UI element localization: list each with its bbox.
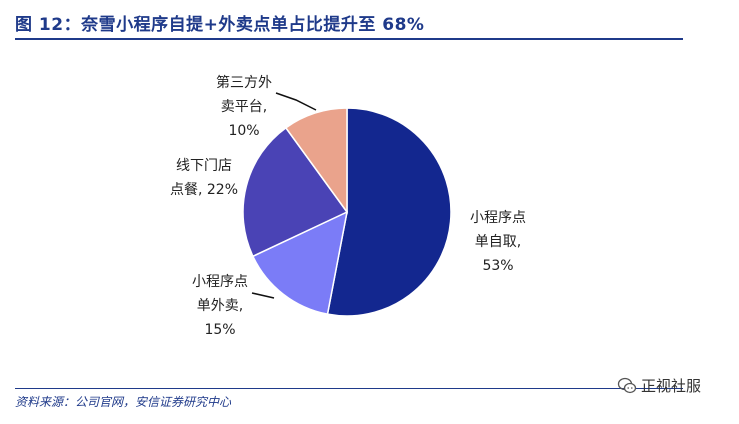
leader-lines (251, 92, 317, 299)
slice-label-line: 10% (228, 123, 259, 139)
pie-slice (242, 126, 349, 258)
slice-label: 第三方外卖平台, 10% (216, 74, 272, 139)
watermark-text: 正视社服 (641, 377, 702, 395)
pie-slice (284, 107, 348, 215)
watermark: 正视社服 (617, 375, 701, 396)
title-divider (15, 38, 683, 40)
slice-label-line: 线下门店 (176, 158, 232, 174)
slice-label: 小程序点单外卖, 15% (192, 274, 248, 338)
source-note: 资料来源：公司官网，安信证券研究中心 (15, 395, 232, 409)
slice-label-line: 53% (482, 258, 513, 274)
slice-label-line: 单外卖, (197, 298, 243, 314)
figure-title: 图 12：奈雪小程序自提+外卖点单占比提升至 68% (15, 15, 425, 35)
pie-chart: 小程序点单自取, 53%小程序点单外卖, 15%线下门店点餐, 22%第三方外卖平台… (170, 74, 526, 338)
slice-label-line: 15% (204, 322, 235, 338)
slice-label-line: 第三方外 (216, 74, 272, 91)
slice-label-line: 卖平台, (221, 99, 267, 115)
slice-labels: 小程序点单自取, 53%小程序点单外卖, 15%线下门店点餐, 22%第三方外卖平台… (170, 74, 526, 338)
pie-slices (242, 107, 452, 317)
slice-label: 小程序点单自取, 53% (470, 210, 526, 274)
pie-slice (326, 107, 452, 317)
slice-label-line: 小程序点 (470, 210, 526, 226)
source-divider (15, 388, 683, 389)
chat-bubble-icon (617, 377, 637, 393)
pie-slice (251, 210, 349, 316)
slice-label-line: 单自取, (475, 234, 521, 250)
slice-label-line: 小程序点 (192, 274, 248, 290)
slice-label-line: 点餐, 22% (170, 182, 238, 198)
leader-line (251, 292, 275, 299)
slice-label: 线下门店点餐, 22% (170, 158, 238, 198)
leader-line (275, 92, 317, 111)
